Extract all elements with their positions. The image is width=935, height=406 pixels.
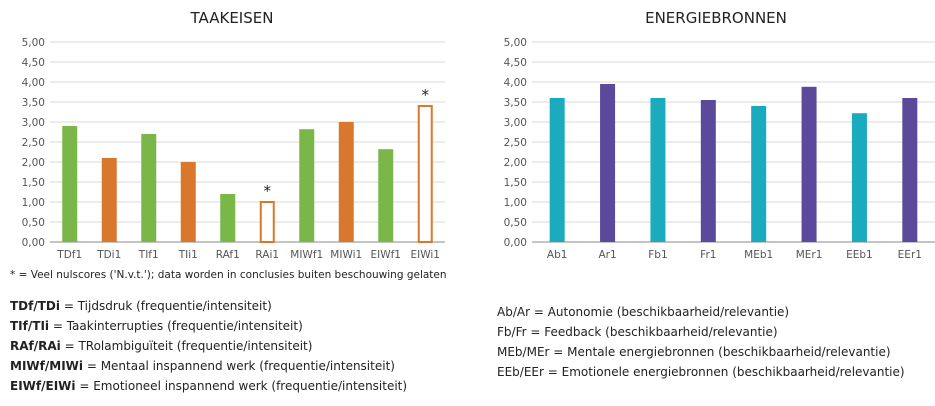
y-tick-label: 2,50 [504,137,527,149]
y-tick-label: 0,50 [504,217,527,229]
legend-item: MIWf/MIWi = Mentaal inspannend werk (fre… [10,356,407,376]
x-tick-label: EEr1 [898,249,922,261]
x-tick-label: EIWf1 [371,249,402,261]
chart-footnote: * = Veel nulscores ('N.v.t.'); data word… [10,269,447,281]
legend-energiebronnen: Ab/Ar = Autonomie (beschikbaarheid/relev… [497,302,905,382]
y-tick-label: 2,00 [504,157,527,169]
y-tick-label: 3,50 [22,97,45,109]
x-tick-label: Fb1 [648,249,667,261]
bar-RAf1 [220,194,236,242]
bar-marker-asterisk: * [264,182,272,200]
bar-EEr1 [902,98,918,242]
legend-item: MEb/MEr = Mentale energiebronnen (beschi… [497,345,891,359]
bar-marker-asterisk: * [422,86,430,104]
bar-EIWi1 [417,105,433,243]
x-tick-label: EEb1 [846,249,873,261]
legend-item: Ab/Ar = Autonomie (beschikbaarheid/relev… [497,305,790,319]
x-tick-label: TDi1 [96,249,121,261]
legend-item: EEb/EEr = Emotionele energiebronnen (bes… [497,365,905,379]
bar-Ar1 [600,84,616,242]
y-tick-label: 4,00 [504,77,527,89]
x-tick-label: Ab1 [547,249,568,261]
x-tick-label: MEr1 [796,249,823,261]
y-tick-label: 0,50 [22,217,45,229]
bar-RAi1 [259,201,275,243]
legend-abbr: RAf/RAi [10,339,61,353]
y-tick-label: 4,50 [22,57,45,69]
chart-title-taakeisen: TAAKEISEN [190,9,274,27]
y-tick-label: 3,00 [22,117,45,129]
y-tick-label: 1,50 [22,177,45,189]
bar-MIWf1 [299,129,315,242]
y-tick-label: 5,00 [504,37,527,49]
chart-taakeisen: 0,00 0,50 1,00 1,50 2,00 2,50 3,00 3,50 4,00 4,50… [22,37,445,261]
y-tick-label: 0,00 [22,237,45,249]
legend-text: = Emotioneel inspannend werk (frequentie… [75,379,408,393]
bar-MEb1 [751,106,767,242]
bar-TIi1 [180,162,196,242]
y-tick-label: 1,50 [504,177,527,189]
y-tick-label: 4,50 [504,57,527,69]
x-tick-label: RAi1 [255,249,279,261]
bar-Fr1 [700,100,716,242]
bar-EIWf1 [378,149,394,242]
legend-abbr: TIf/TIi [10,319,50,333]
x-tick-label: TIf1 [138,249,159,261]
bar-Fb1 [650,98,666,242]
bar-EEb1 [851,113,867,242]
y-tick-label: 3,00 [504,117,527,129]
bar-MEr1 [801,86,817,242]
legend-text: = Tijdsdruk (frequentie/intensiteit) [60,299,272,313]
y-tick-label: 2,50 [22,137,45,149]
y-tick-label: 3,50 [504,97,527,109]
legend-taakeisen: TDf/TDi = Tijdsdruk (frequentie/intensit… [10,296,407,396]
y-tick-label: 0,00 [504,237,527,249]
bar-TDf1 [62,126,78,242]
bar-TDi1 [101,158,117,242]
legend-item: EIWf/EIWi = Emotioneel inspannend werk (… [10,376,407,396]
legend-abbr: TDf/TDi [10,299,61,313]
y-tick-label: 1,00 [22,197,45,209]
chart-energiebronnen: 0,00 0,50 1,00 1,50 2,00 2,50 3,00 3,50 4,00 4,50… [504,37,935,261]
bar-Ab1 [549,98,565,242]
legend-text: = Mentaal inspannend werk (frequentie/in… [83,359,395,373]
legend-abbr: MIWf/MIWi [10,359,84,373]
x-tick-label: RAf1 [216,249,240,261]
x-tick-label: TIi1 [178,249,198,261]
chart-title-energiebronnen: ENERGIEBRONNEN [645,9,787,27]
x-tick-label: MIWi1 [330,249,362,261]
legend-item: Fb/Fr = Feedback (beschikbaarheid/releva… [497,325,778,339]
legend-item: RAf/RAi = TRolambiguïteit (frequentie/in… [10,336,407,356]
x-tick-label: Fr1 [700,249,716,261]
x-tick-label: Ar1 [598,249,616,261]
x-tick-label: TDf1 [56,249,82,261]
charts-canvas: TAAKEISEN ENERGIEBRONNEN 0,00 0,50 1,00 1,5… [10,9,935,281]
y-tick-label: 5,00 [22,37,45,49]
x-tick-label: EIWi1 [411,249,440,261]
legend-abbr: EIWf/EIWi [10,379,76,393]
y-tick-label: 1,00 [504,197,527,209]
bar-TIf1 [141,134,157,242]
x-tick-label: MIWf1 [290,249,323,261]
y-tick-label: 2,00 [22,157,45,169]
legend-text: = TRolambiguïteit (frequentie/intensitei… [60,339,313,353]
x-tick-label: MEb1 [744,249,773,261]
bar-MIWi1 [338,122,354,242]
y-tick-label: 4,00 [22,77,45,89]
legend-text: = Taakinterrupties (frequentie/intensite… [49,319,303,333]
legend-item: TIf/TIi = Taakinterrupties (frequentie/i… [10,316,407,336]
legend-item: TDf/TDi = Tijdsdruk (frequentie/intensit… [10,296,407,316]
